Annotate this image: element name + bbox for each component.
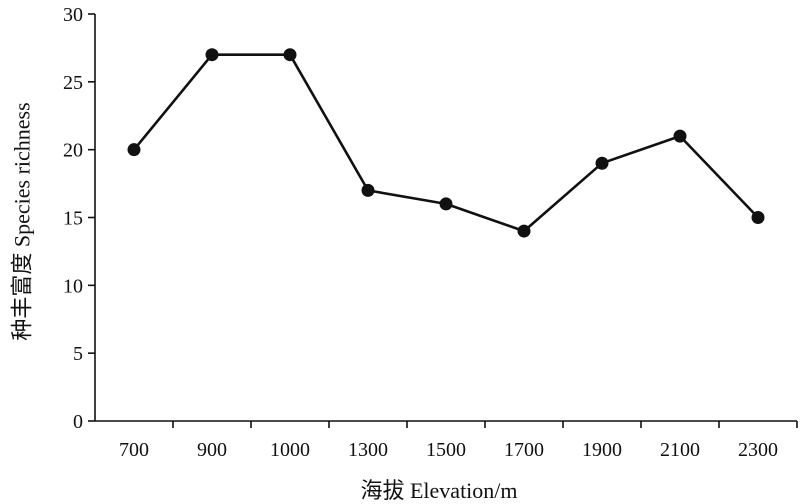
x-tick-label: 900 <box>197 439 227 461</box>
x-axis-ticks: 700 900 1000 1300 1500 1700 1900 2100 2300 <box>119 421 798 461</box>
x-axis-title: 海拔 Elevation/m <box>360 478 517 503</box>
data-point <box>751 211 765 224</box>
data-point <box>517 224 531 238</box>
data-point <box>205 48 219 62</box>
y-tick-label: 0 <box>73 411 83 433</box>
y-tick-label: 5 <box>73 343 83 365</box>
y-tick-label: 30 <box>63 4 83 26</box>
y-tick-label: 15 <box>63 208 83 230</box>
data-point <box>283 48 297 62</box>
x-tick-label: 1700 <box>504 439 544 461</box>
data-point <box>127 143 141 157</box>
data-point <box>361 183 375 197</box>
y-tick-label: 10 <box>63 275 83 297</box>
x-tick-label: 2300 <box>738 439 778 461</box>
x-tick-label: 1500 <box>426 439 466 461</box>
y-tick-label: 20 <box>63 140 83 162</box>
x-tick-label: 700 <box>119 439 149 461</box>
y-tick-label: 25 <box>63 72 83 94</box>
y-axis-ticks: 0 5 10 15 20 25 30 <box>63 4 95 433</box>
data-point <box>439 197 453 211</box>
y-axis-title: 种丰富度 Species richness <box>10 102 35 340</box>
x-tick-label: 2100 <box>660 439 700 461</box>
x-tick-label: 1900 <box>582 439 622 461</box>
x-tick-label: 1300 <box>348 439 388 461</box>
data-series <box>127 48 765 238</box>
data-point <box>595 156 609 170</box>
x-tick-label: 1000 <box>270 439 310 461</box>
data-point <box>673 129 687 143</box>
